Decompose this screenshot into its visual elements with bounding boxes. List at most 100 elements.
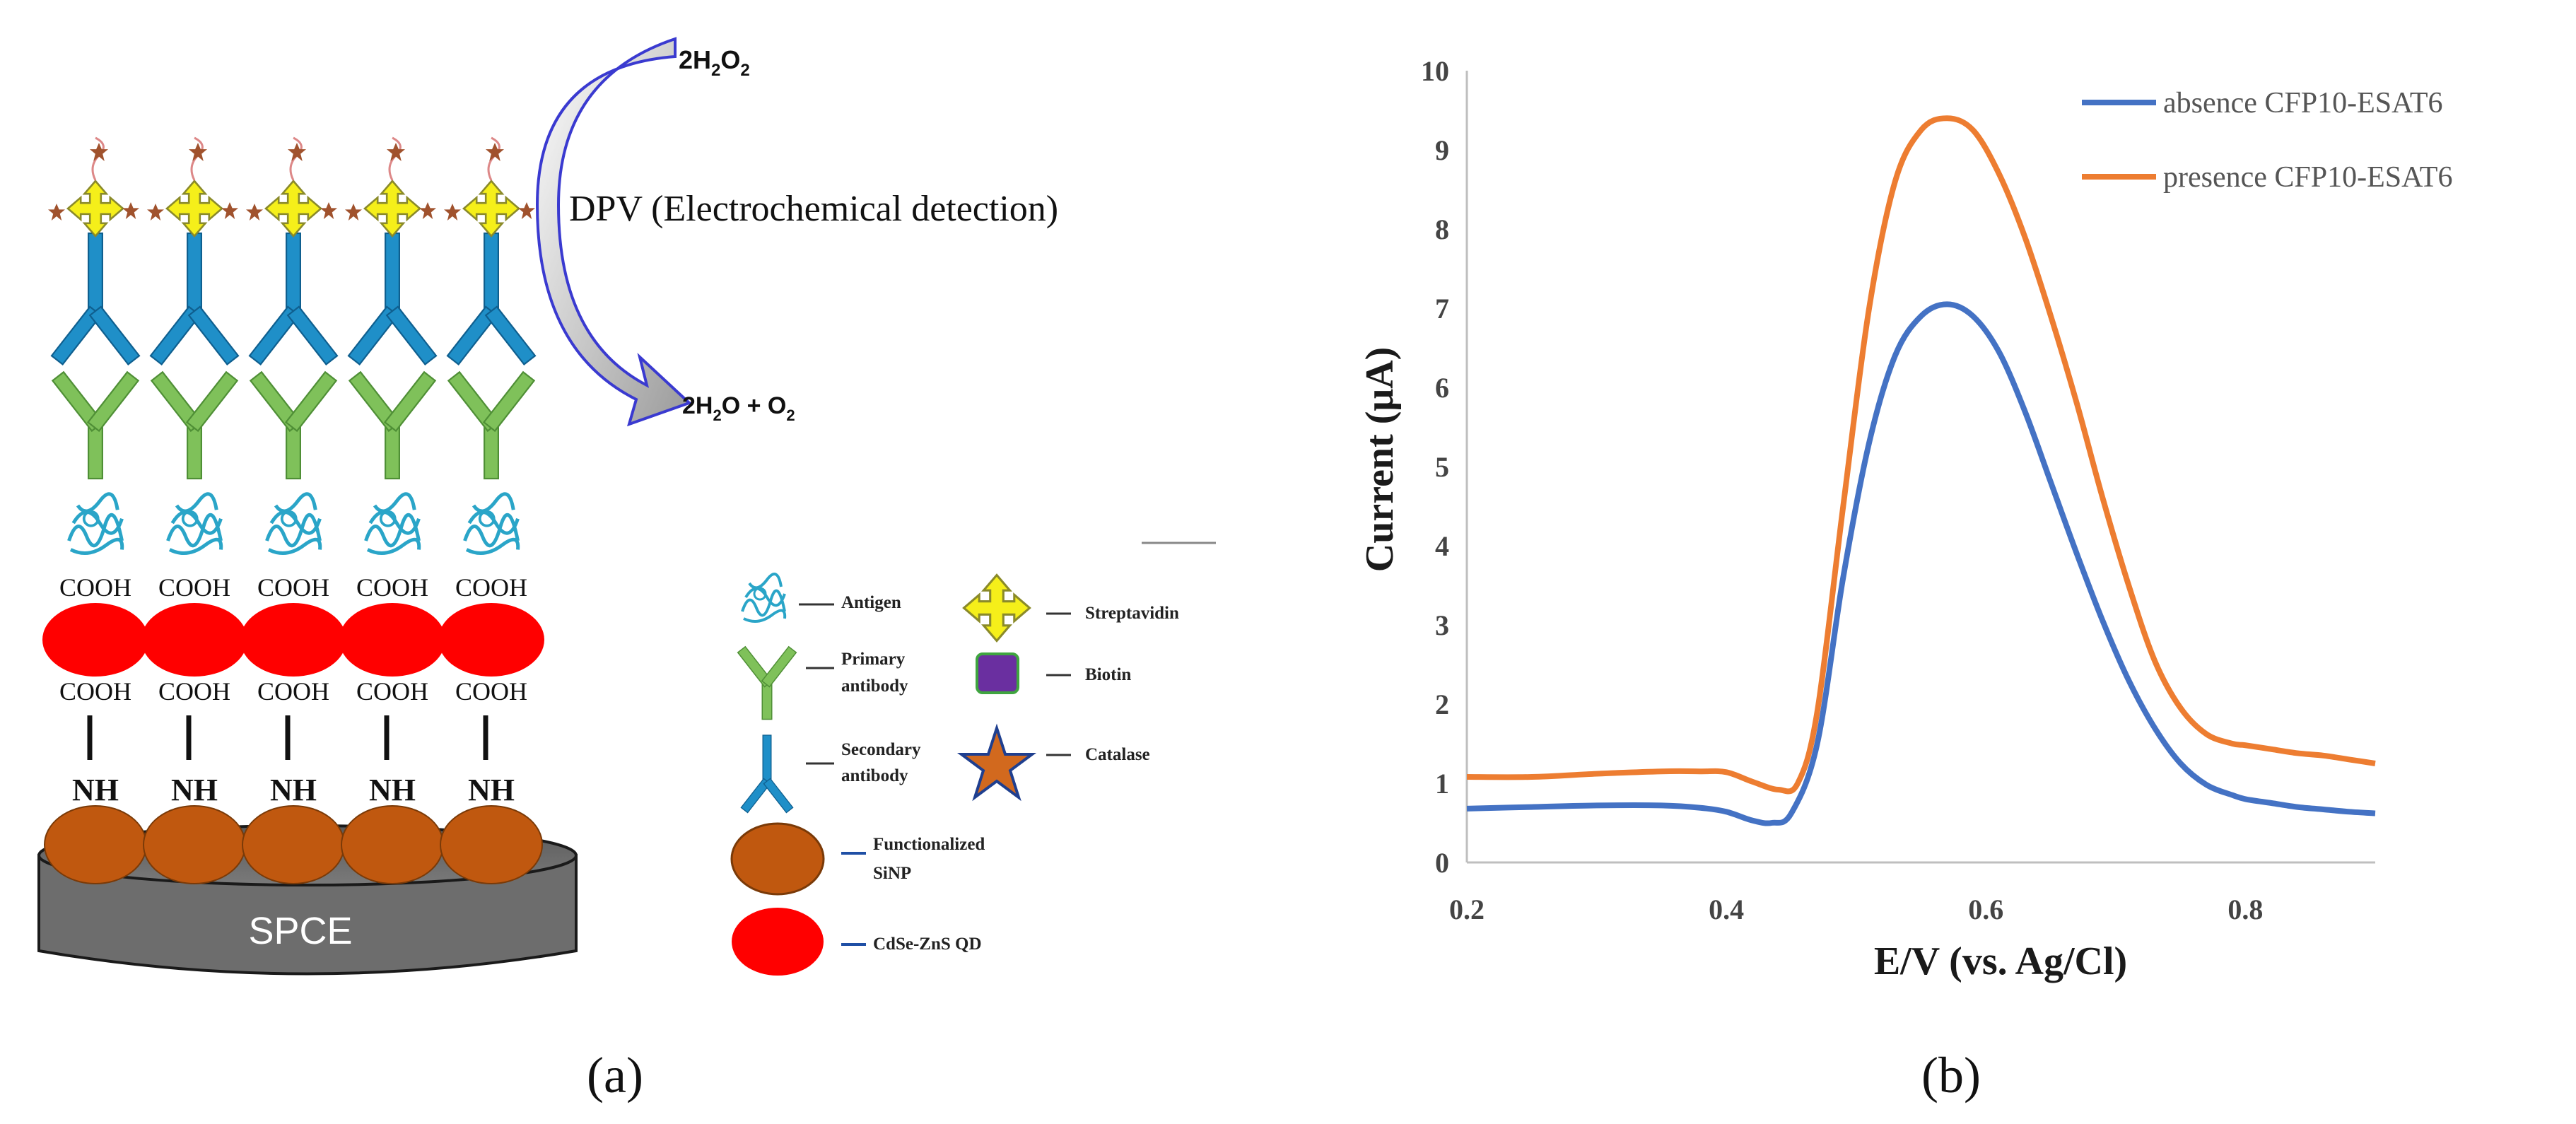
streptavidin-complex bbox=[264, 180, 322, 238]
y-tick-label: 0 bbox=[1435, 847, 1449, 879]
chart-series bbox=[1466, 115, 2376, 826]
primary-antibody bbox=[349, 371, 436, 480]
reaction-input: 2H2O2 bbox=[679, 45, 750, 80]
nh-label: NH bbox=[72, 773, 119, 807]
legend-entry-label: presence CFP10-ESAT6 bbox=[2163, 161, 2452, 194]
legend-biotin: Biotin bbox=[976, 652, 1131, 694]
catalase-star bbox=[246, 204, 263, 221]
catalase-star bbox=[221, 202, 238, 219]
sinp-particle bbox=[341, 805, 444, 884]
y-tick-label: 7 bbox=[1435, 293, 1449, 324]
qd-particle bbox=[42, 603, 148, 677]
cooh-label: COOH bbox=[59, 677, 131, 706]
y-tick-label: 2 bbox=[1435, 689, 1449, 720]
x-tick-label: 0.4 bbox=[1709, 894, 1744, 925]
catalase-star bbox=[518, 202, 535, 219]
legend-secondary: Secondary antibody bbox=[740, 734, 921, 814]
sinp-particle bbox=[143, 805, 246, 884]
secondary-antibody bbox=[50, 232, 141, 365]
chart-axes: 0 1 2 3 4 5 6 7 8 9 10 0.2 0.4 0.6 0.8 bbox=[1421, 55, 2375, 925]
catalase-star bbox=[288, 143, 306, 161]
y-tick-label: 3 bbox=[1435, 609, 1449, 641]
sinp-row bbox=[44, 805, 543, 884]
legend-streptavidin-label: Streptavidin bbox=[1085, 604, 1179, 623]
panel-a: SPCE NH COOH NH COOH NH COOH NH COOH NH COOH COOH… bbox=[37, 37, 1216, 1103]
secondary-antibody bbox=[248, 232, 339, 365]
primary-antibody-row bbox=[52, 371, 535, 480]
catalase-star bbox=[90, 143, 108, 161]
legend-qd-label: CdSe-ZnS QD bbox=[873, 935, 982, 954]
chart-y-label: Current (μA) bbox=[1358, 347, 1402, 572]
cooh-label: COOH bbox=[455, 573, 527, 602]
catalase-star bbox=[419, 202, 436, 219]
catalase-star bbox=[147, 204, 164, 221]
catalase-star bbox=[320, 202, 337, 219]
reaction-output: 2H2O + O2 bbox=[682, 392, 795, 424]
cooh-label: COOH bbox=[455, 677, 527, 706]
y-tick-label: 1 bbox=[1435, 768, 1449, 800]
y-tick-label: 4 bbox=[1435, 530, 1449, 562]
qd-row bbox=[42, 603, 544, 677]
primary-antibody bbox=[52, 371, 139, 480]
antigen-molecule bbox=[465, 494, 518, 554]
streptavidin-row bbox=[48, 136, 535, 238]
cooh-label: COOH bbox=[356, 677, 428, 706]
y-tick-label: 6 bbox=[1435, 372, 1449, 404]
antigen-molecule bbox=[168, 494, 221, 554]
antigen-molecule bbox=[366, 494, 419, 554]
catalase-star bbox=[122, 202, 139, 219]
qd-particle bbox=[339, 603, 445, 677]
streptavidin-complex bbox=[363, 180, 421, 238]
catalase-star bbox=[444, 204, 461, 221]
chart-legend: absence CFP10-ESAT6 presence CFP10-ESAT6 bbox=[2082, 87, 2452, 194]
primary-antibody bbox=[447, 371, 535, 480]
y-tick-label: 9 bbox=[1435, 134, 1449, 166]
reaction-arrow bbox=[535, 37, 692, 427]
y-tick-label: 8 bbox=[1435, 213, 1449, 245]
qd-particle bbox=[438, 603, 544, 677]
legend-catalase: Catalase bbox=[956, 723, 1150, 802]
catalase-star bbox=[345, 204, 362, 221]
legend-qd: CdSe-ZnS QD bbox=[732, 908, 982, 976]
legend-sinp-label-1: Functionalized bbox=[873, 835, 985, 854]
x-tick-label: 0.8 bbox=[2227, 894, 2263, 925]
legend-sinp-label-2: SiNP bbox=[873, 864, 911, 883]
antigen-molecule bbox=[267, 494, 320, 554]
cooh-label: COOH bbox=[158, 573, 230, 602]
legend-streptavidin: Streptavidin bbox=[962, 573, 1179, 643]
secondary-antibody bbox=[446, 232, 537, 365]
legend-primary-label-1: Primary bbox=[841, 650, 906, 669]
nh-label: NH bbox=[468, 773, 515, 807]
legend-primary: Primary antibody bbox=[737, 645, 908, 720]
catalase-star bbox=[189, 143, 207, 161]
antigen-molecule bbox=[69, 494, 122, 554]
legend-biotin-label: Biotin bbox=[1085, 665, 1131, 684]
cooh-top-row: COOH COOH COOH COOH COOH bbox=[59, 573, 527, 602]
legend-catalase-label: Catalase bbox=[1085, 745, 1150, 764]
sinp-particle bbox=[44, 805, 147, 884]
cooh-label: COOH bbox=[257, 677, 329, 706]
cooh-label: COOH bbox=[158, 677, 230, 706]
legend-antigen-label: Antigen bbox=[841, 593, 901, 612]
nh-row: NH COOH NH COOH NH COOH NH COOH NH COOH bbox=[59, 677, 527, 807]
chart-x-label: E/V (vs. Ag/Cl) bbox=[1874, 939, 2127, 983]
caption-a: (a) bbox=[587, 1047, 643, 1103]
streptavidin-complex bbox=[165, 180, 223, 238]
nh-label: NH bbox=[369, 773, 416, 807]
sinp-particle bbox=[440, 805, 543, 884]
catalase-star bbox=[387, 143, 405, 161]
primary-antibody bbox=[151, 371, 238, 480]
cooh-label: COOH bbox=[356, 573, 428, 602]
legend-primary-label-2: antibody bbox=[841, 677, 908, 696]
cooh-label: COOH bbox=[257, 573, 329, 602]
qd-particle bbox=[141, 603, 247, 677]
legend: Antigen Primary antibody Secondary antib… bbox=[730, 573, 1179, 976]
antigen-row bbox=[69, 494, 518, 554]
legend-entry-label: absence CFP10-ESAT6 bbox=[2163, 87, 2442, 119]
x-tick-label: 0.6 bbox=[1968, 894, 2003, 925]
qd-particle bbox=[240, 603, 346, 677]
y-tick-label: 5 bbox=[1435, 451, 1449, 483]
detection-label: DPV (Electrochemical detection) bbox=[569, 189, 1058, 229]
y-tick-label: 10 bbox=[1421, 55, 1449, 87]
